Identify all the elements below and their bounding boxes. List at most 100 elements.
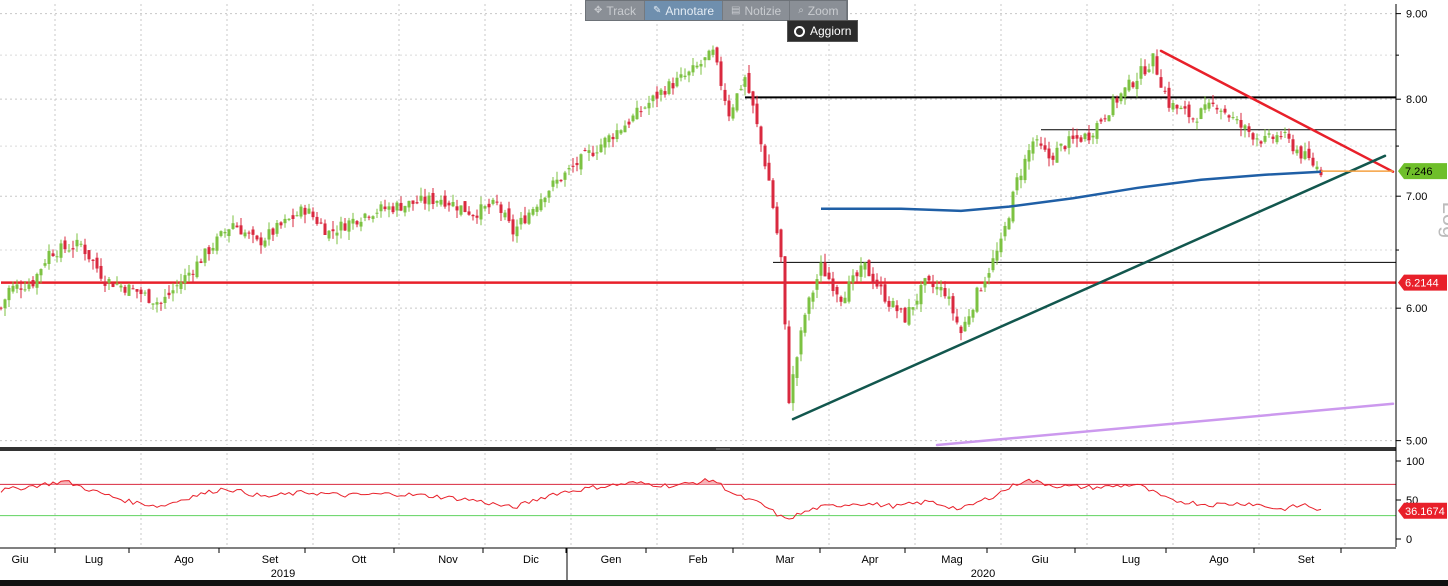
- candle-body: [1055, 147, 1059, 163]
- candle-body: [1163, 90, 1167, 92]
- candle-body: [239, 225, 243, 235]
- candle-body: [19, 288, 23, 290]
- candle-body: [163, 296, 167, 303]
- candle-body: [527, 212, 531, 224]
- annotate-button[interactable]: ✎ Annotare: [644, 1, 724, 20]
- news-icon: ▤: [731, 5, 741, 16]
- candle-body: [839, 296, 843, 302]
- candle-body: [1139, 66, 1143, 79]
- candle-body: [615, 130, 619, 140]
- candle-body: [611, 136, 615, 140]
- candle-body: [891, 301, 895, 308]
- candle-body: [223, 231, 227, 234]
- candle-body: [1199, 108, 1203, 119]
- candle-body: [1067, 136, 1071, 148]
- candle-body: [419, 195, 423, 201]
- candle-body: [535, 206, 539, 212]
- candle-body: [931, 282, 935, 288]
- candle-body: [335, 232, 339, 236]
- candle-body: [439, 199, 443, 205]
- candle-body: [287, 218, 291, 220]
- candle-body: [71, 248, 75, 250]
- candle-body: [23, 289, 27, 291]
- candle-body: [1075, 135, 1079, 139]
- candle-body: [551, 180, 555, 187]
- horizontal-levels: [1, 96, 1396, 284]
- candle-body: [903, 307, 907, 323]
- candle-body: [1159, 77, 1163, 88]
- candle-body: [459, 205, 463, 215]
- candle-body: [1271, 136, 1275, 139]
- candle-body: [787, 326, 791, 404]
- candle-body: [35, 273, 39, 288]
- candle-body: [1155, 56, 1159, 75]
- candle-body: [827, 272, 831, 280]
- candle-body: [483, 206, 487, 209]
- candle-body: [231, 223, 235, 229]
- candle-body: [955, 316, 959, 323]
- candle-body: [691, 65, 695, 73]
- zoom-button[interactable]: ⌕ Zoom: [790, 1, 848, 20]
- candle-body: [791, 374, 795, 404]
- candle-body: [27, 284, 31, 289]
- month-label: Lug: [1122, 554, 1140, 566]
- candle-body: [203, 248, 207, 263]
- candle-body: [271, 228, 275, 235]
- candle-body: [1127, 79, 1131, 91]
- track-label: Track: [606, 3, 636, 18]
- rsi-overbought-fill: [1, 478, 1321, 485]
- candle-body: [815, 279, 819, 290]
- candle-body: [1035, 139, 1039, 141]
- bottom-bar: [0, 580, 1448, 586]
- candle-body: [11, 285, 15, 292]
- candle-body: [1287, 133, 1291, 139]
- candle-body: [463, 201, 467, 213]
- last-price-tag: [1398, 163, 1447, 180]
- rsi-tick-label: 0: [1406, 534, 1412, 546]
- moving-average-line: [821, 170, 1322, 213]
- candle-body: [303, 207, 307, 215]
- candle-body: [339, 221, 343, 231]
- level-price-label: 6.2144: [1405, 278, 1439, 290]
- candle-body: [175, 285, 179, 287]
- trend-lines: [791, 49, 1395, 447]
- candle-body: [1223, 108, 1227, 113]
- candle-body: [951, 296, 955, 314]
- track-button[interactable]: ✥ Track: [586, 1, 645, 20]
- price-tick-label: 9.00: [1406, 9, 1427, 21]
- candle-body: [1195, 121, 1199, 123]
- candle-body: [759, 126, 763, 145]
- magnifier-icon: ⌕: [798, 5, 804, 16]
- candle-body: [991, 258, 995, 271]
- candle-body: [679, 74, 683, 78]
- candle-body: [1051, 155, 1055, 160]
- candle-body: [979, 290, 983, 292]
- candle-body: [1251, 133, 1255, 140]
- candle-body: [779, 229, 783, 258]
- candle-body: [699, 63, 703, 67]
- candle-body: [479, 204, 483, 220]
- candle-body: [1183, 106, 1187, 109]
- candle-body: [1107, 115, 1111, 122]
- candle-body: [219, 231, 223, 236]
- news-button[interactable]: ▤ Notizie: [723, 1, 791, 20]
- update-button[interactable]: Aggiorn: [787, 20, 859, 42]
- candle-body: [1243, 125, 1247, 129]
- candle-body: [559, 179, 563, 182]
- candle-body: [31, 280, 35, 287]
- candle-body: [187, 272, 191, 276]
- candle-body: [63, 240, 67, 250]
- candle-body: [1267, 133, 1271, 135]
- candle-body: [367, 216, 371, 218]
- candle-body: [643, 107, 647, 109]
- candle-body: [1171, 103, 1175, 110]
- candle-body: [747, 72, 751, 93]
- rsi-panel: [0, 477, 1396, 520]
- candle-body: [1167, 87, 1171, 108]
- candle-body: [1031, 141, 1035, 154]
- candle-body: [195, 261, 199, 278]
- candle-body: [1255, 138, 1259, 140]
- candle-body: [107, 279, 111, 283]
- candle-body: [623, 125, 627, 133]
